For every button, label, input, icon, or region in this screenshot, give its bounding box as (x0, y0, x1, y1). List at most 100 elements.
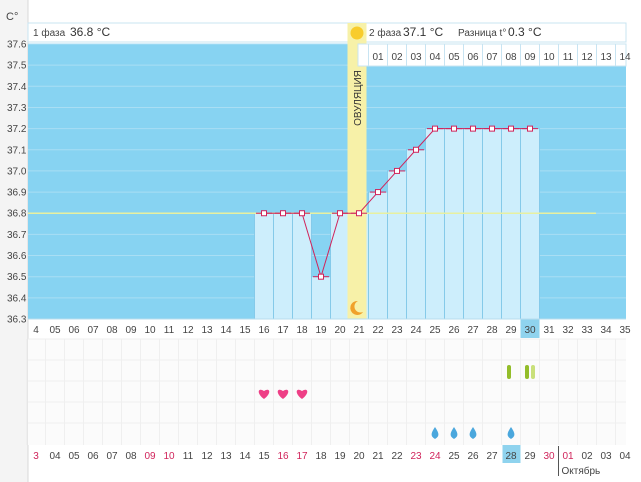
phase2-day-number: 03 (410, 52, 422, 63)
heart-icon (277, 389, 289, 399)
temperature-point (337, 210, 343, 217)
phase2-day-number: 10 (543, 52, 555, 63)
cycle-day-label: 11 (164, 325, 175, 336)
heart-icon (258, 389, 270, 399)
difference-value: 0.3 °C (508, 25, 542, 39)
calendar-date: 04 (49, 451, 61, 462)
phase2-day-number: 01 (372, 52, 384, 63)
temperature-bar (444, 128, 464, 320)
calendar-date: 01 (562, 451, 574, 462)
phase2-temp: 37.1 °C (403, 25, 443, 39)
temperature-bar (368, 191, 388, 320)
temperature-bar (520, 128, 540, 320)
drop-icon (469, 427, 477, 439)
cycle-day-label: 26 (448, 325, 460, 336)
y-tick-label: 37.2 (7, 124, 27, 135)
temperature-bar (406, 149, 426, 320)
drop-icon (507, 427, 515, 439)
heart-icon (296, 389, 308, 399)
phase1-label: 1 фаза (33, 27, 66, 39)
cycle-day-label: 14 (220, 325, 232, 336)
temperature-point (261, 210, 267, 217)
cycle-day-label: 05 (49, 325, 61, 336)
y-tick-label: 36.8 (7, 209, 27, 220)
phase2-day-number: 02 (391, 52, 403, 63)
y-tick-label: 36.9 (7, 188, 27, 199)
calendar-date: 28 (505, 451, 517, 462)
calendar-date: 11 (183, 451, 194, 462)
month-label: Октябрь (562, 465, 601, 477)
cycle-day-label: 27 (467, 325, 479, 336)
drop-icon (431, 427, 439, 439)
temperature-point (470, 125, 476, 132)
calendar-date: 19 (334, 451, 346, 462)
calendar-date: 30 (543, 451, 555, 462)
temperature-bar (501, 128, 521, 320)
calendar-date: 04 (619, 451, 631, 462)
temperature-bar (482, 128, 502, 320)
temperature-point (432, 125, 438, 132)
cycle-day-label: 17 (277, 325, 289, 336)
calendar-date: 16 (277, 451, 289, 462)
calendar-date: 13 (220, 451, 232, 462)
events-area (28, 339, 626, 445)
calendar-date: 12 (201, 451, 213, 462)
cycle-day-label: 31 (543, 325, 555, 336)
temperature-bar (330, 212, 350, 320)
cycle-day-label: 06 (68, 325, 80, 336)
cycle-day-label: 08 (106, 325, 118, 336)
fluid-marker (507, 365, 511, 379)
calendar-date: 07 (106, 451, 118, 462)
cycle-day-label: 16 (258, 325, 270, 336)
phase2-day-number: 14 (619, 52, 631, 63)
cycle-day-label: 25 (429, 325, 441, 336)
drop-icon (450, 427, 458, 439)
y-tick-label: 37.1 (7, 145, 27, 156)
calendar-date: 22 (391, 451, 403, 462)
calendar-date: 23 (410, 451, 422, 462)
phase2-day-number: 12 (581, 52, 593, 63)
phase2-day-number: 07 (486, 52, 498, 63)
calendar-date: 14 (239, 451, 251, 462)
phase2-label: 2 фаза (369, 27, 402, 39)
cycle-day-label: 18 (296, 325, 308, 336)
cycle-day-label: 23 (391, 325, 403, 336)
temperature-point (280, 210, 286, 217)
cycle-day-label: 12 (182, 325, 194, 336)
cycle-day-label: 29 (505, 325, 517, 336)
calendar-date: 05 (68, 451, 80, 462)
cycle-day-label: 24 (410, 325, 422, 336)
temperature-point (451, 125, 457, 132)
cycle-day-label: 30 (524, 325, 536, 336)
cycle-day-label: 10 (144, 325, 156, 336)
cycle-day-label: 32 (562, 325, 574, 336)
temperature-point (318, 273, 324, 280)
current-day-highlight (520, 319, 540, 338)
calendar-date: 3 (33, 451, 39, 462)
cycle-day-label: 15 (239, 325, 251, 336)
cycle-day-label: 13 (201, 325, 213, 336)
temperature-point (508, 125, 514, 132)
temperature-point (527, 125, 533, 132)
calendar-date: 09 (144, 451, 156, 462)
cycle-day-label: 35 (619, 325, 631, 336)
calendar-date: 02 (581, 451, 593, 462)
left-strip (0, 0, 28, 482)
calendar-date: 26 (467, 451, 479, 462)
y-tick-label: 37.6 (7, 40, 27, 51)
phase1-temp: 36.8 °C (70, 25, 110, 39)
calendar-date: 18 (315, 451, 327, 462)
moon-icon (350, 300, 363, 315)
y-tick-label: 36.5 (7, 272, 27, 283)
y-tick-label: 37.0 (7, 166, 27, 177)
calendar-date: 03 (600, 451, 612, 462)
calendar-date: 10 (163, 451, 175, 462)
phase2-day-number: 08 (505, 52, 517, 63)
cycle-day-label: 33 (581, 325, 593, 336)
cycle-day-label: 21 (353, 325, 365, 336)
temperature-point (356, 210, 362, 217)
temperature-bar (273, 212, 293, 320)
temperature-bar (292, 212, 312, 320)
phase2-day-number: 04 (429, 52, 441, 63)
sun-icon (350, 26, 364, 40)
